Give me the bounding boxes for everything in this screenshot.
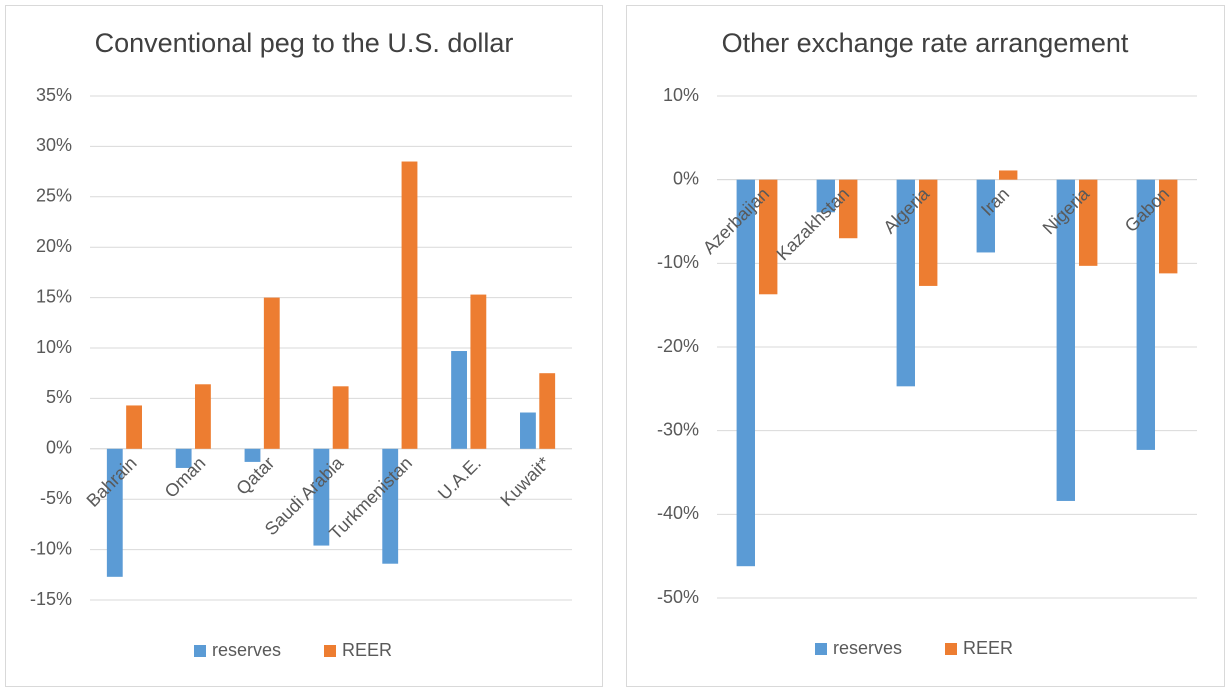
bar — [313, 448, 330, 546]
y-tick-label: 0% — [673, 168, 699, 188]
bar — [1136, 179, 1155, 450]
y-tick-label: 20% — [36, 236, 72, 256]
y-tick-label: 10% — [663, 85, 699, 105]
bar — [816, 179, 835, 213]
y-tick-label: 25% — [36, 186, 72, 206]
panel — [5, 5, 603, 687]
legend-label: reserves — [833, 638, 902, 658]
bar — [195, 384, 211, 449]
bar — [401, 161, 418, 449]
bar — [976, 179, 995, 253]
y-tick-label: 10% — [36, 337, 72, 357]
bar — [999, 170, 1018, 180]
legend-swatch — [324, 645, 336, 657]
legend-label: reserves — [212, 640, 281, 660]
y-tick-label: 15% — [36, 286, 72, 306]
bar — [736, 179, 755, 567]
legend-swatch — [815, 643, 827, 655]
y-tick-label: -10% — [30, 538, 72, 558]
y-tick-label: 0% — [46, 438, 72, 458]
bar — [106, 448, 123, 577]
bar — [1079, 179, 1098, 266]
chart-title: Conventional peg to the U.S. dollar — [95, 28, 514, 58]
bar — [332, 386, 349, 449]
y-tick-label: -5% — [40, 488, 72, 508]
bar — [244, 448, 261, 462]
y-tick-label: 35% — [36, 85, 72, 105]
bar — [539, 373, 556, 449]
bar — [520, 412, 536, 449]
y-tick-label: 30% — [36, 135, 72, 155]
y-tick-label: -10% — [657, 252, 699, 272]
bar — [896, 179, 915, 387]
bar — [175, 448, 192, 468]
y-tick-label: -30% — [657, 419, 699, 439]
bar — [919, 179, 938, 286]
legend-swatch — [194, 645, 206, 657]
bar — [470, 294, 487, 449]
bar — [382, 448, 399, 564]
legend-swatch — [945, 643, 957, 655]
bar — [1056, 179, 1075, 501]
y-tick-label: -15% — [30, 589, 72, 609]
panel — [626, 5, 1225, 687]
chart-title: Other exchange rate arrangement — [722, 28, 1129, 58]
bar — [126, 405, 142, 449]
bar — [839, 179, 858, 239]
legend-label: REER — [963, 638, 1013, 658]
bar — [759, 179, 778, 295]
y-tick-label: -50% — [657, 587, 699, 607]
y-tick-label: 5% — [46, 387, 72, 407]
bar — [263, 297, 280, 449]
legend-label: REER — [342, 640, 392, 660]
bar — [451, 351, 467, 449]
y-tick-label: -20% — [657, 336, 699, 356]
y-tick-label: -40% — [657, 503, 699, 523]
bar — [1159, 179, 1178, 274]
